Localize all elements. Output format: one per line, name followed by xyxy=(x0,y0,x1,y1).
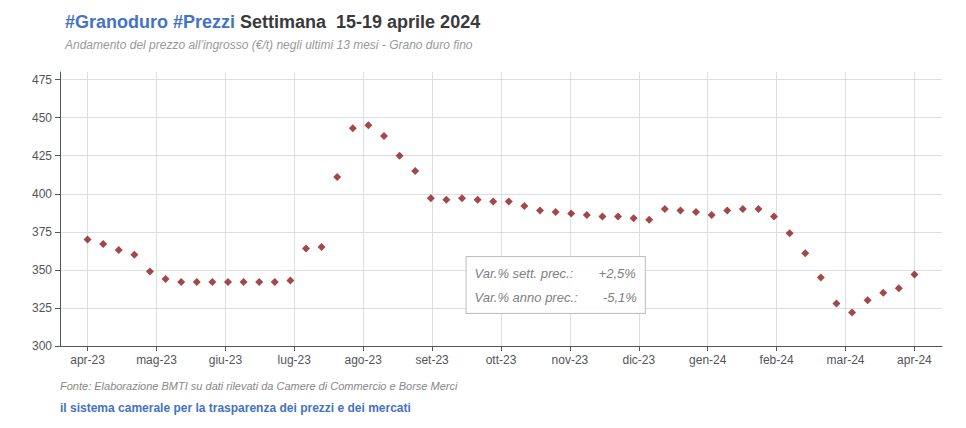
svg-text:feb-24: feb-24 xyxy=(760,353,794,367)
svg-text:Var.% anno prec.: -5,1%: Var.% anno prec.: -5,1% xyxy=(475,290,637,305)
svg-text:375: 375 xyxy=(32,225,52,239)
svg-text:300: 300 xyxy=(32,339,52,353)
svg-text:325: 325 xyxy=(32,301,52,315)
svg-text:nov-23: nov-23 xyxy=(552,353,589,367)
svg-text:Settimana 15-19 aprile 2024: Settimana 15-19 aprile 2024 xyxy=(235,12,480,32)
svg-text:apr-24: apr-24 xyxy=(897,353,932,367)
svg-text:mag-23: mag-23 xyxy=(136,353,177,367)
svg-text:ago-23: ago-23 xyxy=(345,353,383,367)
svg-text:#Granoduro #Prezzi: #Granoduro #Prezzi xyxy=(65,12,235,32)
svg-text:lug-23: lug-23 xyxy=(278,353,312,367)
svg-text:set-23: set-23 xyxy=(415,353,449,367)
svg-text:Andamento del prezzo all’ingro: Andamento del prezzo all’ingrosso (€/t) … xyxy=(64,38,473,52)
svg-text:Var.% sett. prec.: +2,5%: Var.% sett. prec.: +2,5% xyxy=(475,266,636,281)
svg-text:Fonte: Elaborazione BMTI su da: Fonte: Elaborazione BMTI su dati rilevat… xyxy=(60,380,458,392)
svg-text:il sistema camerale per la tra: il sistema camerale per la trasparenza d… xyxy=(60,401,411,415)
svg-text:450: 450 xyxy=(32,111,52,125)
svg-text:ott-23: ott-23 xyxy=(486,353,517,367)
svg-text:giu-23: giu-23 xyxy=(209,353,243,367)
svg-text:mar-24: mar-24 xyxy=(827,353,865,367)
svg-text:apr-23: apr-23 xyxy=(70,353,105,367)
svg-text:425: 425 xyxy=(32,149,52,163)
svg-text:350: 350 xyxy=(32,263,52,277)
svg-text:400: 400 xyxy=(32,187,52,201)
svg-text:475: 475 xyxy=(32,73,52,87)
svg-text:dic-23: dic-23 xyxy=(622,353,655,367)
svg-text:gen-24: gen-24 xyxy=(689,353,727,367)
